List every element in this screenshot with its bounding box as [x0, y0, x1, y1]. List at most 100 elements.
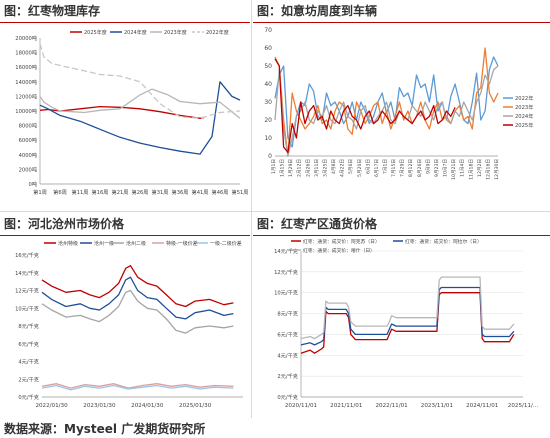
y-tick-label: 6元/千克 — [18, 340, 39, 348]
panel-jujube-inventory: 图：红枣物理库存 0吨 2000吨 4000吨 6000吨 8000吨 10000吨 120… — [0, 0, 250, 210]
y-tick-label: 14000吨 — [15, 78, 37, 86]
panel-title: 图：红枣物理库存 — [4, 4, 101, 18]
legend-label: 2023年 — [515, 103, 533, 111]
panel-ruyifang-arrivals: 图：如意坊周度到车辆 0 10 20 30 40 50 60 70 1月1日 1月15日 1月29日… — [253, 0, 550, 210]
y-tick-label: 4元/千克 — [18, 358, 39, 366]
series-line — [41, 384, 234, 391]
x-tick-label: 2024/11/01 — [466, 403, 499, 409]
y-tick-label: 12000吨 — [15, 92, 37, 100]
series-line — [41, 289, 234, 334]
series-line — [41, 265, 234, 308]
panel-title: 图：河北沧州市场价格 — [4, 217, 125, 231]
legend-label: 特级-一级价差 — [166, 240, 198, 247]
legend-label: 红枣：通货：成交价：阿克苏（日） — [303, 238, 380, 245]
y-tick-label: 16000吨 — [15, 63, 37, 71]
legend-label: 沧州特级 — [58, 240, 78, 247]
x-tick-label: 2021/11/01 — [330, 403, 363, 409]
legend-label: 红枣：通货：成交价：喀什（日） — [303, 247, 375, 254]
data-source-footer: 数据来源：Mysteel 广发期货研究所 — [4, 422, 206, 436]
x-tick-label: 第21周 — [112, 188, 129, 196]
y-tick-label: 10 — [264, 135, 272, 142]
legend-label: 2024年 — [515, 112, 533, 120]
x-tick-label: 11月4日 — [460, 159, 466, 177]
y-tick-label: 20 — [264, 117, 272, 124]
x-tick-label: 2022/11/01 — [375, 403, 408, 409]
y-tick-label: 14元/千克 — [274, 247, 298, 255]
x-tick-label: 2023/11/01 — [421, 403, 454, 409]
x-tick-label: 4月22日 — [340, 159, 346, 177]
x-tick-label: 2023/01/30 — [83, 403, 116, 409]
y-tick-label: 6000吨 — [19, 136, 37, 144]
series-line — [274, 58, 456, 154]
panel-title: 图：如意坊周度到车辆 — [257, 4, 378, 18]
x-tick-label: 1月1日 — [271, 159, 277, 174]
legend-label: 2022年 — [515, 94, 533, 102]
y-tick-label: 20000吨 — [15, 34, 37, 42]
x-tick-label: 3月11日 — [314, 159, 320, 177]
y-tick-label: 6元/千克 — [277, 330, 298, 338]
y-tick-label: 2000吨 — [19, 165, 37, 173]
x-tick-label: 3月25日 — [322, 159, 328, 177]
x-tick-label: 5月20日 — [357, 159, 363, 177]
panel-origin-price: 图：红枣产区通货价格 0元/千克 2元/千克 4元/千克 6元/千克 8元/千克 10元/… — [253, 213, 550, 418]
x-tick-label: 第26周 — [132, 188, 149, 196]
title-rule — [253, 22, 550, 23]
x-tick-label: 2月26日 — [305, 159, 311, 177]
series-line — [41, 276, 234, 320]
chart-cangzhou: 0元/千克 2元/千克 4元/千克 6元/千克 8元/千克 10元/千克 12元/千克 14元… — [15, 240, 243, 409]
y-tick-label: 70 — [264, 27, 272, 34]
x-tick-label: 1月15日 — [280, 159, 286, 177]
title-rule — [0, 22, 250, 23]
x-tick-label: 第1周 — [33, 188, 47, 196]
x-tick-label: 10月7日 — [443, 159, 449, 177]
series-line — [39, 105, 205, 119]
y-tick-label: 0元/千克 — [277, 393, 298, 401]
x-tick-label: 2020/11/01 — [285, 403, 318, 409]
y-tick-label: 2元/千克 — [18, 375, 39, 383]
y-tick-label: 8元/千克 — [277, 310, 298, 318]
panel-cangzhou-price: 图：河北沧州市场价格 0元/千克 2元/千克 4元/千克 6元/千克 8元/千克 10元/… — [0, 213, 250, 418]
x-tick-label: 8月26日 — [417, 159, 423, 177]
y-tick-label: 18000吨 — [15, 49, 37, 57]
series-line — [39, 88, 241, 119]
x-tick-label: 6月3日 — [365, 159, 371, 174]
chart-origin: 0元/千克 2元/千克 4元/千克 6元/千克 8元/千克 10元/千克 12元/千克 14元… — [274, 238, 538, 409]
y-tick-label: 30 — [264, 99, 272, 106]
y-tick-label: 14元/千克 — [15, 269, 39, 277]
x-tick-label: 12月2日 — [477, 159, 483, 177]
title-rule — [253, 235, 550, 236]
y-tick-label: 4000吨 — [19, 151, 37, 159]
y-tick-label: 12元/千克 — [15, 287, 39, 295]
x-tick-label: 6月17日 — [374, 159, 380, 177]
panel-title: 图：红枣产区通货价格 — [257, 217, 378, 231]
legend-label: 2025年度 — [84, 29, 107, 36]
x-tick-label: 7月1日 — [383, 159, 389, 174]
x-tick-label: 9月23日 — [434, 159, 440, 177]
vertical-divider — [251, 0, 252, 418]
legend-label: 一级-二级价差 — [210, 240, 242, 247]
y-tick-label: 0吨 — [29, 180, 38, 188]
series-line — [274, 65, 499, 157]
x-tick-label: 第51周 — [232, 188, 249, 196]
x-tick-label: 12月16日 — [485, 159, 491, 180]
x-tick-label: 10月21日 — [451, 159, 457, 180]
y-tick-label: 12元/千克 — [274, 268, 298, 276]
legend-label: 2024年度 — [124, 29, 147, 36]
y-tick-label: 4元/千克 — [277, 351, 298, 359]
y-tick-label: 10元/千克 — [15, 304, 39, 312]
y-tick-label: 8000吨 — [19, 122, 37, 130]
legend-label: 2023年度 — [164, 29, 187, 36]
x-tick-label: 5月6日 — [348, 159, 354, 174]
chart-inventory: 0吨 2000吨 4000吨 6000吨 8000吨 10000吨 12000吨 14000吨… — [15, 29, 249, 196]
x-tick-label: 第36周 — [172, 188, 189, 196]
y-tick-label: 0元/千克 — [18, 393, 39, 401]
y-tick-label: 2元/千克 — [277, 372, 298, 380]
x-tick-label: 12月30日 — [494, 159, 500, 180]
legend-label: 沧州一级 — [94, 240, 114, 247]
legend-label: 红枣：通货：成交价：阿拉尔（日） — [405, 238, 482, 245]
y-tick-label: 50 — [264, 63, 272, 70]
y-tick-label: 60 — [264, 45, 272, 52]
x-tick-label: 2月12日 — [297, 159, 303, 177]
y-tick-label: 10元/千克 — [274, 289, 298, 297]
x-tick-label: 第11周 — [72, 188, 89, 196]
